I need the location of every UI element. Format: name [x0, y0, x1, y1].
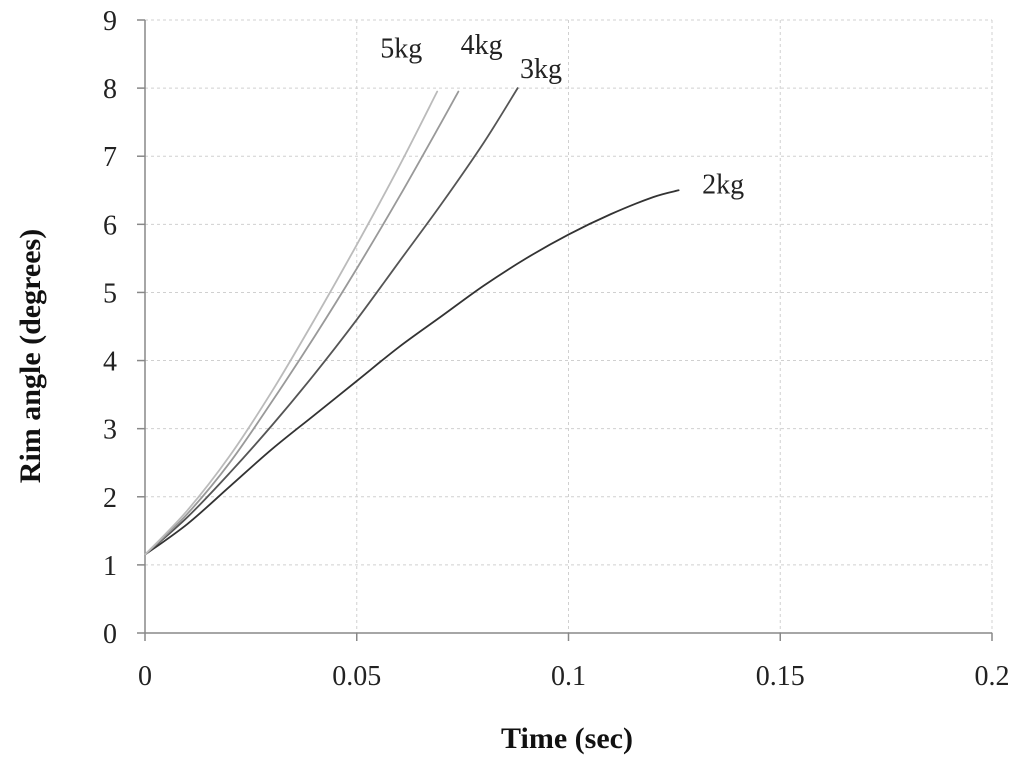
y-tick-label: 4 — [103, 347, 117, 378]
x-tick-label: 0.05 — [332, 661, 381, 692]
series-line-3kg — [144, 87, 519, 556]
y-tick-label: 6 — [103, 210, 117, 241]
series-label-4kg: 4kg — [461, 30, 503, 61]
y-tick-label: 8 — [103, 74, 117, 105]
series-line-5kg — [144, 90, 439, 556]
grid-layer — [145, 19, 993, 633]
x-tick-label: 0 — [138, 661, 152, 692]
series-label-2kg: 2kg — [702, 170, 744, 201]
y-tick-label: 1 — [103, 551, 117, 582]
labels-layer: 5kg 4kg 3kg 2kg — [380, 30, 744, 201]
axes-layer: 0 0.05 0.1 0.15 0.2 0 1 2 3 4 5 6 7 8 9 — [103, 6, 1010, 692]
y-tick-label: 2 — [103, 483, 117, 514]
y-tick-label: 0 — [103, 619, 117, 650]
y-tick-label: 9 — [103, 6, 117, 37]
y-tick-label: 3 — [103, 415, 117, 446]
y-tick-label: 5 — [103, 278, 117, 309]
series-line-2kg — [144, 189, 680, 556]
x-tick-label: 0.15 — [756, 661, 805, 692]
series-layer — [144, 87, 680, 556]
x-axis-title: Time (sec) — [501, 722, 633, 755]
x-tick-label: 0.2 — [975, 661, 1010, 692]
series-label-5kg: 5kg — [380, 33, 422, 64]
y-axis-title: Rim angle (degrees) — [14, 229, 47, 483]
x-tick-label: 0.1 — [551, 661, 586, 692]
y-tick-label: 7 — [103, 142, 117, 173]
series-line-4kg — [144, 90, 460, 556]
series-label-3kg: 3kg — [520, 54, 562, 85]
